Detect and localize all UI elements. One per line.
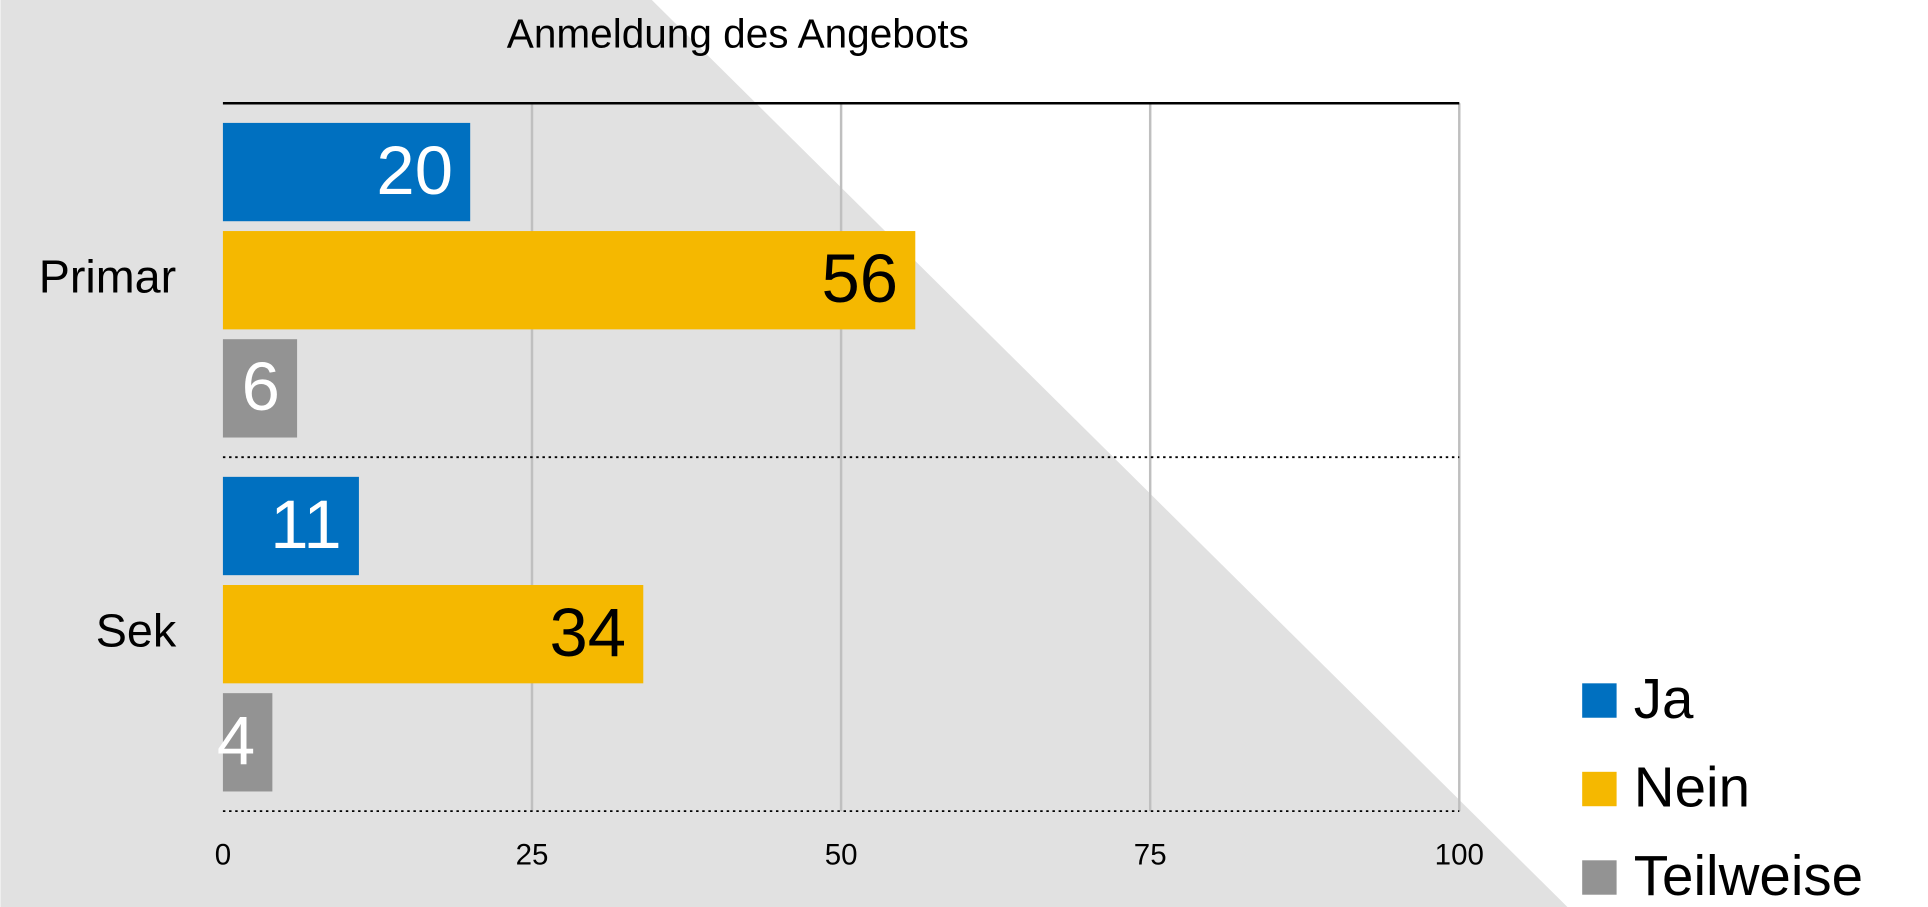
bar: [222, 585, 644, 684]
data-label: 20: [376, 132, 453, 209]
data-label: 56: [822, 240, 899, 317]
legend-label: Teilweise: [1634, 844, 1863, 907]
legend-swatch: [1582, 683, 1617, 718]
bar: [222, 122, 471, 222]
data-label: 4: [217, 702, 255, 779]
bar: [222, 693, 273, 792]
bar: [222, 339, 298, 438]
x-tick-label: 0: [215, 838, 231, 871]
x-tick-label: 25: [516, 838, 549, 871]
legend-label: Nein: [1634, 755, 1750, 818]
bar: [222, 476, 359, 576]
legend-swatch: [1582, 771, 1617, 807]
chart-title: Anmeldung des Angebots: [507, 11, 969, 57]
data-label: 34: [550, 594, 627, 671]
x-tick-label: 75: [1134, 838, 1167, 871]
legend-label: Ja: [1634, 667, 1694, 730]
legend-swatch: [1582, 860, 1617, 895]
data-label: 6: [242, 348, 280, 425]
bar: [222, 231, 916, 330]
x-tick-label: 100: [1435, 838, 1484, 871]
x-tick-label: 50: [825, 838, 858, 871]
data-label: 11: [270, 486, 341, 563]
y-tick-label: Sek: [96, 605, 177, 657]
y-tick-label: Primar: [39, 251, 176, 303]
